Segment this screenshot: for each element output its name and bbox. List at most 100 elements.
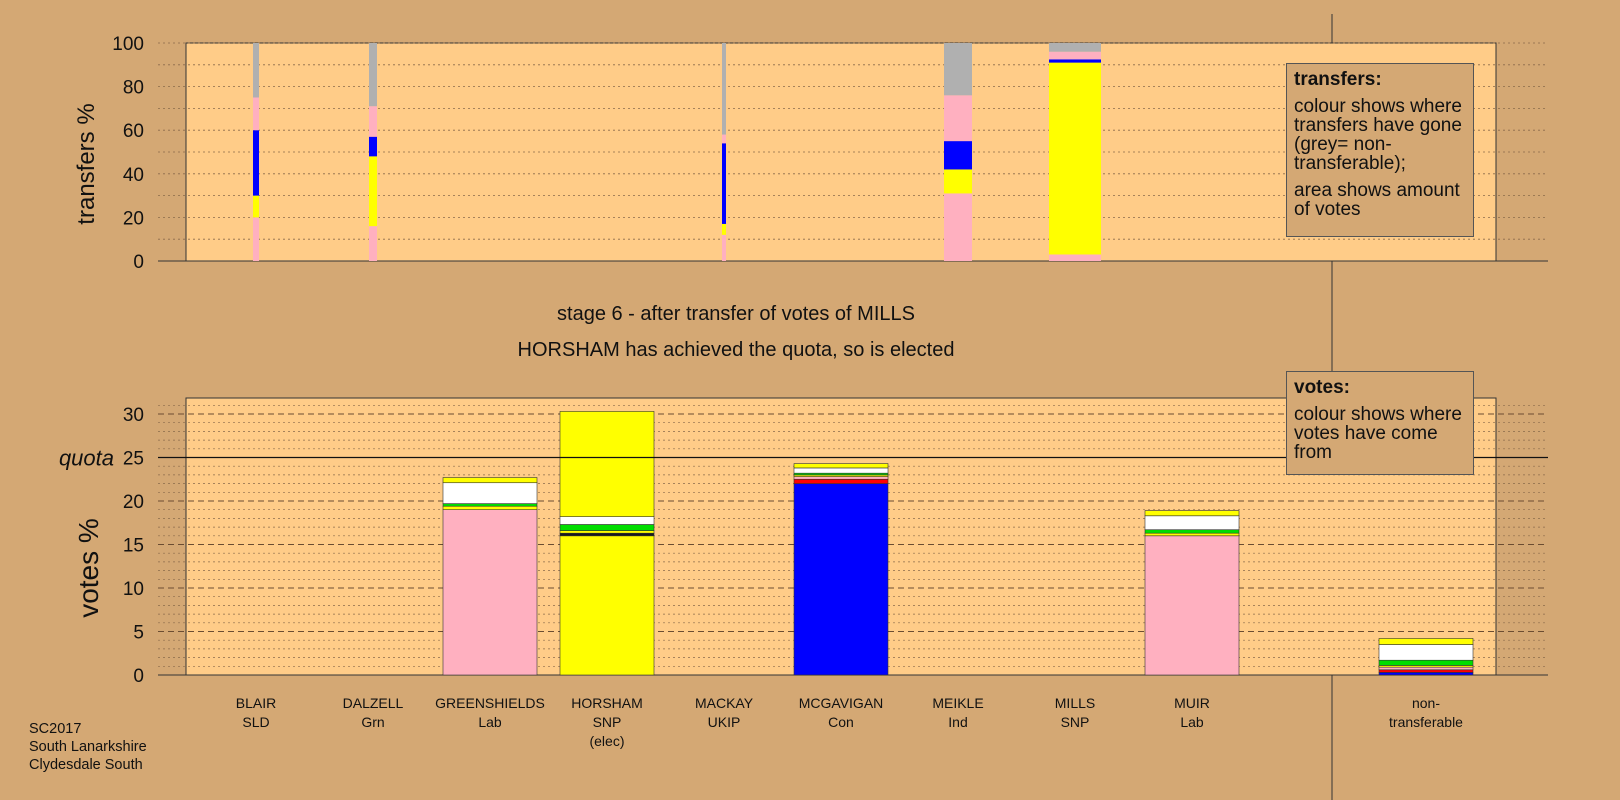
vote-segment — [442, 509, 538, 676]
candidate-label: BLAIR SLD — [236, 695, 276, 730]
transfer-segment — [722, 223, 726, 235]
candidate-party: UKIP — [708, 714, 741, 730]
transfer-segment — [1049, 254, 1101, 261]
votes-tick-label: 10 — [123, 579, 144, 600]
transfer-bar-blair — [253, 43, 259, 261]
vote-bar-greenshields — [442, 477, 538, 676]
vote-segment — [559, 530, 655, 534]
transfer-segment — [253, 43, 259, 98]
vote-segment — [442, 503, 538, 507]
election-id: SC2017 — [29, 721, 82, 737]
transfer-bar-mills — [1049, 43, 1101, 261]
candidate-labels: BLAIR SLD DALZELL Grn GREENSHIELDS Lab HORSHAM… — [236, 695, 1463, 749]
transfers-tick-label: 40 — [123, 165, 144, 186]
transfer-bar-dalzell — [369, 43, 377, 261]
transfer-segment — [722, 143, 726, 224]
transfer-segment — [369, 226, 377, 261]
transfer-segment — [1049, 62, 1101, 255]
candidate-party: SLD — [242, 714, 269, 730]
transfer-bar-mackay — [722, 43, 726, 261]
stage-status: HORSHAM has achieved the quota, so is el… — [517, 339, 955, 361]
candidate-label: DALZELL Grn — [343, 695, 404, 730]
candidate-name: MACKAY — [695, 695, 754, 711]
vote-segment — [559, 535, 655, 676]
vote-segment — [559, 532, 655, 537]
votes-tick-label: 20 — [123, 492, 144, 513]
transfer-segment — [1049, 51, 1101, 60]
vote-segment — [1144, 532, 1240, 537]
candidate-party: SNP — [593, 714, 622, 730]
transfer-segment — [722, 43, 726, 135]
votes-tick-label: 15 — [123, 536, 144, 557]
transfer-segment — [722, 234, 726, 261]
candidate-name: non- — [1412, 695, 1440, 711]
candidate-status: (elec) — [589, 733, 624, 749]
candidate-name: BLAIR — [236, 695, 276, 711]
vote-segment — [1144, 515, 1240, 531]
candidate-label: MILLS SNP — [1055, 695, 1095, 730]
candidate-label: MEIKLE Ind — [932, 695, 983, 730]
vote-segment — [559, 516, 655, 525]
vote-segment — [1144, 510, 1240, 517]
transfer-segment — [253, 130, 259, 196]
candidate-party: SNP — [1061, 714, 1090, 730]
vote-segment — [1144, 529, 1240, 534]
transfers-panel: 0 20 40 60 80 100 transfers % — [73, 34, 1548, 273]
candidate-label: non-transferable — [1389, 695, 1463, 730]
vote-segment — [793, 476, 889, 480]
candidate-label: MCGAVIGAN Con — [799, 695, 884, 730]
transfer-segment — [369, 156, 377, 227]
votes-legend: votes: colour shows where votes have com… — [1286, 371, 1474, 475]
candidate-party: Lab — [1180, 714, 1204, 730]
vote-segment — [1378, 638, 1474, 645]
vote-bar-mcgavigan — [793, 463, 889, 676]
vote-segment — [442, 505, 538, 511]
candidate-label: MUIR Lab — [1174, 695, 1210, 730]
vote-segment — [793, 463, 889, 469]
candidate-name: HORSHAM — [571, 695, 643, 711]
transfers-tick-label: 100 — [112, 34, 144, 55]
transfer-segment — [1049, 59, 1101, 63]
vote-segment — [793, 483, 889, 676]
candidate-label: HORSHAM SNP (elec) — [571, 695, 643, 749]
transfers-tick-label: 60 — [123, 121, 144, 142]
transfer-bar-meikle — [944, 43, 972, 261]
transfer-segment — [253, 97, 259, 131]
transfer-segment — [1049, 43, 1101, 52]
vote-segment — [793, 467, 889, 474]
stage-title: stage 6 - after transfer of votes of MIL… — [557, 303, 915, 325]
vote-bar-muir — [1144, 510, 1240, 676]
transfer-segment — [944, 169, 972, 194]
council-name: South Lanarkshire — [29, 739, 147, 755]
election-info: SC2017 South Lanarkshire Clydesdale Sout… — [29, 720, 147, 774]
vote-segment — [793, 478, 889, 484]
candidate-name: MCGAVIGAN — [799, 695, 884, 711]
votes-tick-label: 30 — [123, 405, 144, 426]
transfer-segment — [369, 43, 377, 107]
vote-segment — [1144, 535, 1240, 676]
transfer-segment — [944, 193, 972, 261]
transfer-segment — [253, 217, 259, 261]
candidate-name: GREENSHIELDS — [435, 695, 545, 711]
votes-tick-label: 5 — [133, 623, 144, 644]
candidate-name: DALZELL — [343, 695, 404, 711]
vote-segment — [559, 411, 655, 517]
votes-legend-text: colour shows where votes have come from — [1294, 404, 1462, 463]
transfers-tick-label: 80 — [123, 78, 144, 99]
transfer-segment — [369, 106, 377, 137]
transfer-segment — [369, 136, 377, 157]
vote-segment — [1378, 659, 1474, 666]
votes-panel: 0 5 10 15 20 25 30 quota votes % — [59, 397, 1548, 687]
vote-segment — [559, 524, 655, 531]
candidate-party: Ind — [948, 714, 967, 730]
vote-segment — [1378, 644, 1474, 661]
votes-axis-label: votes % — [73, 518, 104, 618]
transfers-legend-area-text: area shows amount of votes — [1294, 180, 1460, 220]
candidate-party: transferable — [1389, 714, 1463, 730]
votes-tick-label: 25 — [123, 449, 144, 470]
vote-segment — [1378, 666, 1474, 671]
quota-label: quota — [59, 446, 114, 471]
vote-segment — [442, 477, 538, 484]
vote-segment — [442, 482, 538, 504]
